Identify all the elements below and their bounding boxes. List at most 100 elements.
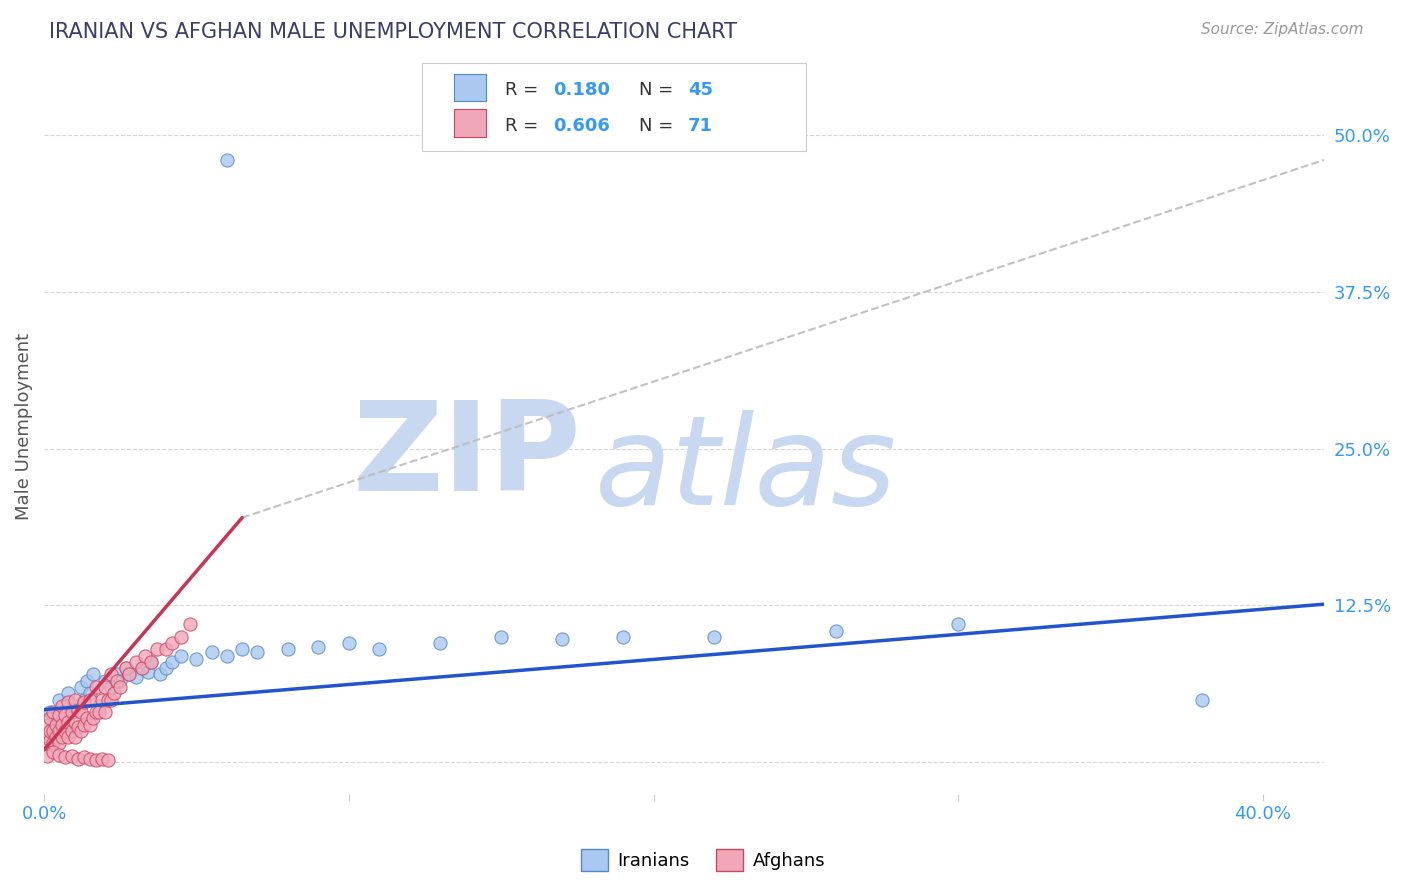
Point: [87, 698, 110, 713]
Point: [48, 692, 70, 706]
Point: [63, 730, 86, 744]
Point: [146, 642, 169, 657]
Point: [100, 692, 122, 706]
Bar: [454, 109, 485, 136]
Point: [37, 736, 59, 750]
FancyBboxPatch shape: [422, 63, 806, 152]
Text: N =: N =: [640, 117, 679, 135]
Bar: [454, 74, 485, 102]
Point: [91, 751, 114, 765]
Point: [136, 665, 159, 679]
Point: [612, 630, 634, 644]
Point: [91, 692, 114, 706]
Point: [42, 705, 65, 719]
Text: ZIP: ZIP: [353, 395, 582, 516]
Point: [368, 642, 391, 657]
Point: [39, 732, 62, 747]
Point: [131, 661, 153, 675]
Point: [215, 153, 238, 167]
Y-axis label: Male Unemployment: Male Unemployment: [15, 333, 32, 520]
Point: [45, 730, 67, 744]
Point: [100, 680, 122, 694]
Point: [118, 667, 141, 681]
Point: [84, 705, 107, 719]
Point: [103, 686, 125, 700]
Point: [100, 667, 122, 681]
Point: [139, 655, 162, 669]
Point: [115, 661, 138, 675]
Text: IRANIAN VS AFGHAN MALE UNEMPLOYMENT CORRELATION CHART: IRANIAN VS AFGHAN MALE UNEMPLOYMENT CORR…: [49, 22, 737, 42]
Point: [63, 698, 86, 713]
Point: [58, 695, 80, 709]
Point: [58, 715, 80, 730]
Point: [48, 723, 70, 738]
Point: [94, 705, 117, 719]
Point: [84, 680, 107, 694]
Point: [45, 717, 67, 731]
Point: [63, 715, 86, 730]
Point: [66, 703, 89, 717]
Point: [66, 751, 89, 765]
Text: atlas: atlas: [595, 410, 897, 531]
Point: [39, 705, 62, 719]
Text: Source: ZipAtlas.com: Source: ZipAtlas.com: [1201, 22, 1364, 37]
Point: [63, 692, 86, 706]
Point: [69, 723, 91, 738]
Point: [73, 692, 96, 706]
Point: [82, 667, 104, 681]
Point: [60, 705, 83, 719]
Point: [118, 667, 141, 681]
Text: N =: N =: [640, 81, 679, 99]
Point: [45, 711, 67, 725]
Point: [51, 717, 73, 731]
Point: [124, 670, 146, 684]
Point: [307, 640, 329, 654]
Bar: [454, 109, 485, 136]
Point: [97, 692, 120, 706]
Point: [170, 648, 193, 663]
Point: [73, 717, 96, 731]
Point: [131, 661, 153, 675]
Point: [76, 673, 98, 688]
Point: [55, 750, 77, 764]
Point: [60, 723, 83, 738]
Text: 71: 71: [688, 117, 713, 135]
Point: [58, 686, 80, 700]
Point: [79, 692, 101, 706]
Point: [139, 655, 162, 669]
Point: [48, 747, 70, 762]
Point: [110, 680, 132, 694]
Point: [42, 723, 65, 738]
Point: [42, 736, 65, 750]
Point: [37, 749, 59, 764]
Point: [48, 707, 70, 722]
Point: [79, 717, 101, 731]
Text: 0.606: 0.606: [554, 117, 610, 135]
Point: [201, 645, 224, 659]
Point: [1191, 692, 1213, 706]
Point: [79, 751, 101, 765]
Point: [32, 730, 55, 744]
Point: [160, 636, 183, 650]
Point: [51, 730, 73, 744]
Point: [73, 750, 96, 764]
Point: [703, 630, 725, 644]
Point: [110, 673, 132, 688]
Point: [84, 753, 107, 767]
Point: [66, 720, 89, 734]
Point: [105, 673, 128, 688]
Point: [79, 686, 101, 700]
Point: [55, 707, 77, 722]
Point: [51, 698, 73, 713]
Point: [170, 630, 193, 644]
Point: [124, 655, 146, 669]
Point: [149, 667, 172, 681]
Point: [60, 705, 83, 719]
Point: [37, 717, 59, 731]
Point: [94, 673, 117, 688]
Point: [155, 661, 177, 675]
Point: [115, 661, 138, 675]
Point: [429, 636, 451, 650]
Point: [246, 645, 269, 659]
Text: R =: R =: [505, 117, 544, 135]
